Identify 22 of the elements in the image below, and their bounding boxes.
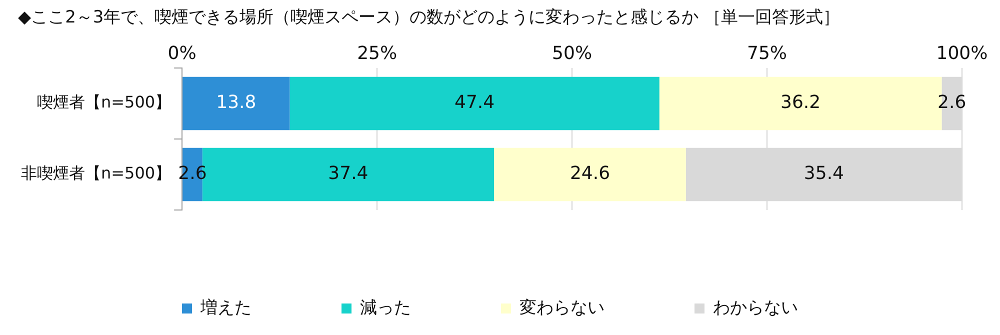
bar: [290, 76, 660, 130]
bar: [494, 148, 686, 202]
y-tick-label: 非喫煙者【n=500】: [20, 164, 172, 183]
x-tick-label: 100%: [936, 42, 988, 64]
x-tick-label: 50%: [552, 42, 592, 64]
legend-label: 減った: [360, 298, 411, 318]
data-label: 37.4: [328, 163, 368, 184]
x-tick-label: 25%: [357, 42, 398, 64]
legend-label: 増えた: [200, 298, 252, 318]
bar: [182, 76, 290, 130]
data-label: 13.8: [216, 92, 256, 114]
chart-title: ◆ここ2～3年で、喫煙できる場所（喫煙スペース）の数がどのように変わったと感じるか ［単一回答形式］: [18, 8, 840, 28]
y-tick-label: 喫煙者【n=500】: [36, 92, 172, 112]
legend-label: 変わらない: [520, 298, 604, 318]
data-label: 24.6: [570, 163, 610, 184]
legend-label: わからない: [713, 298, 798, 318]
data-label: 47.4: [454, 92, 495, 114]
data-label: 35.4: [804, 163, 844, 184]
data-label: 36.2: [780, 92, 821, 114]
x-tick-label: 75%: [747, 42, 788, 64]
x-tick-label: 0%: [168, 42, 196, 64]
data-label: 2.6: [938, 92, 966, 114]
